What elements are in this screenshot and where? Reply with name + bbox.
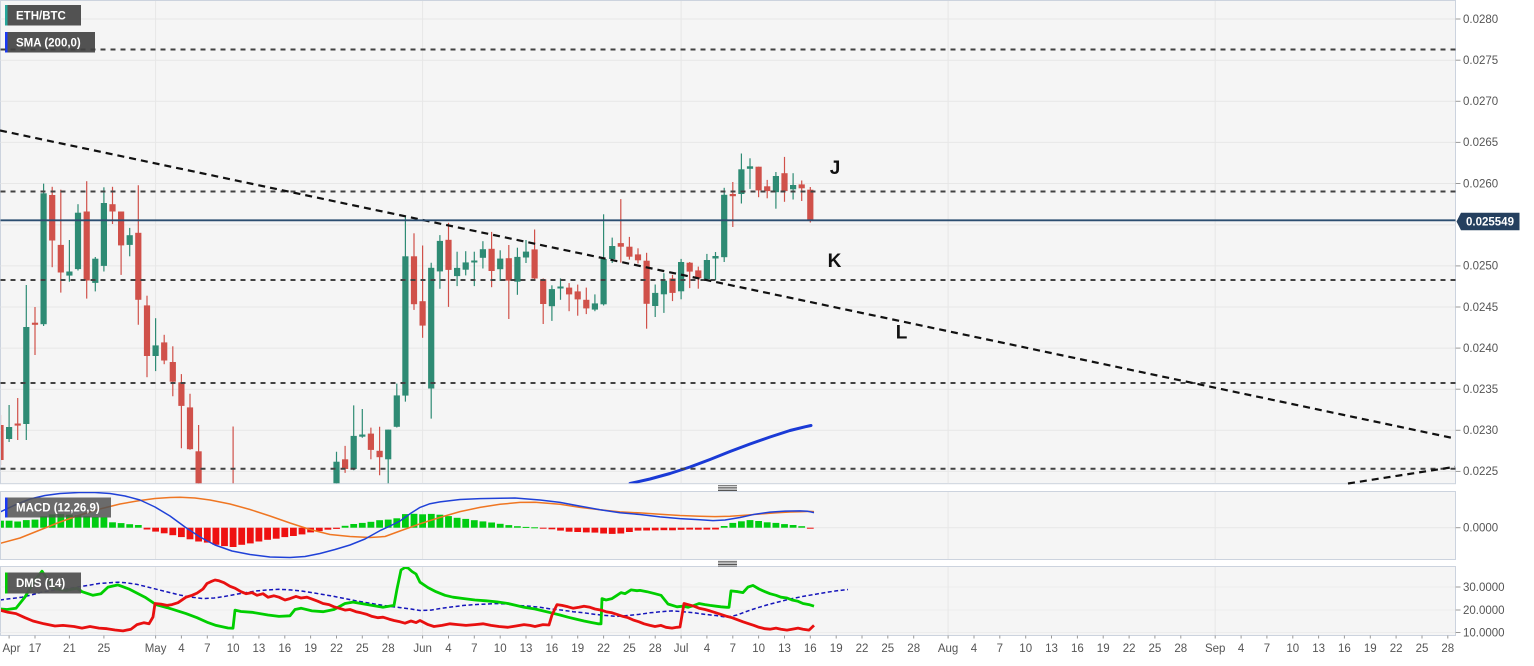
svg-text:28: 28 (1174, 643, 1187, 655)
svg-text:22: 22 (1123, 643, 1136, 655)
svg-text:Jun: Jun (413, 643, 432, 655)
svg-text:4: 4 (971, 643, 978, 655)
svg-text:25: 25 (98, 643, 111, 655)
svg-text:19: 19 (1097, 643, 1110, 655)
svg-text:0.0280: 0.0280 (1463, 14, 1498, 26)
svg-text:16: 16 (804, 643, 817, 655)
svg-text:0.0275: 0.0275 (1463, 55, 1498, 67)
svg-text:28: 28 (1441, 643, 1454, 655)
svg-text:17: 17 (29, 643, 42, 655)
svg-text:Sep: Sep (1205, 643, 1225, 655)
svg-text:10: 10 (227, 643, 240, 655)
svg-text:25: 25 (356, 643, 369, 655)
svg-text:10: 10 (1286, 643, 1299, 655)
svg-text:13: 13 (1312, 643, 1325, 655)
svg-text:0.0265: 0.0265 (1463, 137, 1498, 149)
svg-text:L: L (896, 323, 908, 344)
svg-text:13: 13 (1045, 643, 1058, 655)
svg-text:28: 28 (907, 643, 920, 655)
svg-text:0.0250: 0.0250 (1463, 261, 1498, 273)
svg-text:22: 22 (856, 643, 869, 655)
svg-text:7: 7 (204, 643, 210, 655)
svg-text:0.0260: 0.0260 (1463, 178, 1498, 190)
svg-text:J: J (830, 158, 841, 179)
svg-text:16: 16 (1071, 643, 1084, 655)
svg-text:21: 21 (63, 643, 76, 655)
svg-text:10: 10 (494, 643, 507, 655)
svg-text:28: 28 (649, 643, 662, 655)
svg-text:16: 16 (1338, 643, 1351, 655)
svg-text:22: 22 (1390, 643, 1403, 655)
svg-text:10: 10 (1019, 643, 1032, 655)
svg-text:Aug: Aug (938, 643, 958, 655)
svg-text:25: 25 (1416, 643, 1429, 655)
svg-text:16: 16 (278, 643, 291, 655)
svg-text:28: 28 (382, 643, 395, 655)
svg-text:0.0235: 0.0235 (1463, 384, 1498, 396)
svg-text:13: 13 (253, 643, 266, 655)
svg-text:4: 4 (178, 643, 185, 655)
svg-text:0.0245: 0.0245 (1463, 302, 1498, 314)
svg-text:30.0000: 30.0000 (1463, 582, 1505, 594)
svg-text:22: 22 (330, 643, 343, 655)
svg-text:13: 13 (520, 643, 533, 655)
svg-text:22: 22 (597, 643, 610, 655)
svg-text:7: 7 (471, 643, 477, 655)
svg-text:0.0270: 0.0270 (1463, 96, 1498, 108)
svg-text:25: 25 (623, 643, 636, 655)
svg-text:Jul: Jul (674, 643, 689, 655)
svg-text:19: 19 (830, 643, 843, 655)
svg-text:0.0000: 0.0000 (1463, 523, 1498, 535)
svg-text:25: 25 (881, 643, 894, 655)
svg-text:0.0230: 0.0230 (1463, 425, 1498, 437)
svg-text:4: 4 (704, 643, 711, 655)
svg-text:MACD (12,26,9): MACD (12,26,9) (16, 503, 100, 515)
svg-text:7: 7 (997, 643, 1003, 655)
svg-text:May: May (145, 643, 167, 655)
svg-text:4: 4 (1238, 643, 1245, 655)
svg-text:4: 4 (445, 643, 452, 655)
svg-text:19: 19 (304, 643, 317, 655)
svg-text:10: 10 (752, 643, 765, 655)
svg-text:20.0000: 20.0000 (1463, 605, 1505, 617)
svg-text:7: 7 (730, 643, 736, 655)
svg-text:0.0225: 0.0225 (1463, 466, 1498, 478)
svg-text:0.025549: 0.025549 (1466, 217, 1514, 229)
svg-text:ETH/BTC: ETH/BTC (16, 10, 66, 22)
svg-text:25: 25 (1149, 643, 1162, 655)
svg-text:DMS (14): DMS (14) (16, 578, 65, 590)
svg-text:10.0000: 10.0000 (1463, 627, 1505, 639)
svg-text:Apr: Apr (3, 643, 21, 655)
svg-text:16: 16 (546, 643, 559, 655)
svg-text:13: 13 (778, 643, 791, 655)
svg-text:19: 19 (1364, 643, 1377, 655)
svg-text:SMA (200,0): SMA (200,0) (16, 37, 81, 49)
svg-text:7: 7 (1264, 643, 1270, 655)
svg-text:19: 19 (571, 643, 584, 655)
svg-text:0.0240: 0.0240 (1463, 343, 1498, 355)
svg-text:K: K (828, 251, 842, 272)
